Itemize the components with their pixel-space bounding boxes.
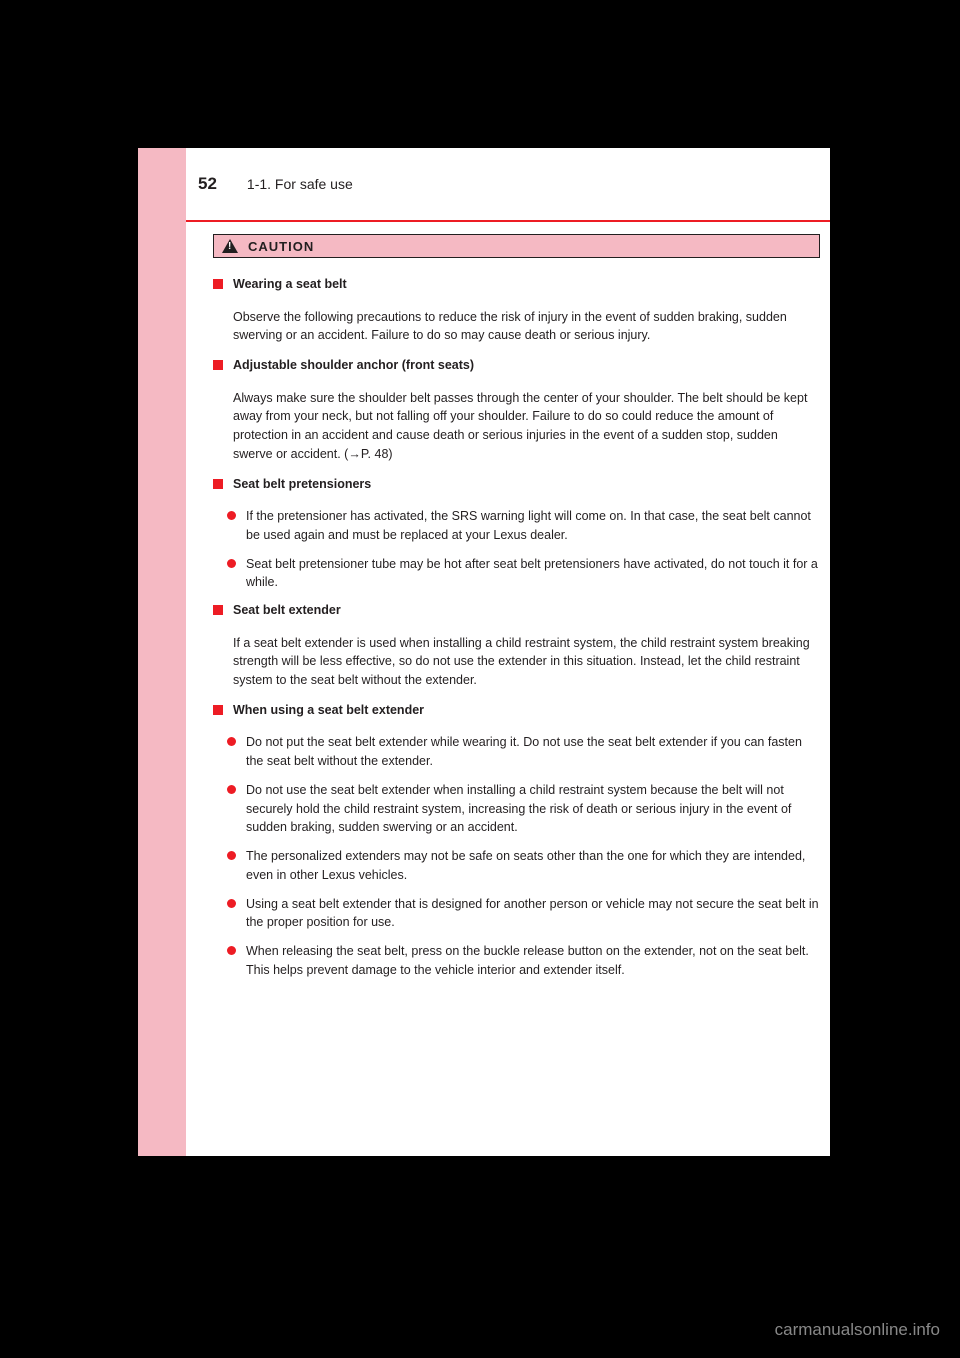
section-body: If a seat belt extender is used when ins… <box>233 634 820 690</box>
bullet-marker-icon <box>227 899 236 908</box>
watermark: carmanualsonline.info <box>775 1320 940 1340</box>
bullet-item: Do not put the seat belt extender while … <box>213 733 820 771</box>
bullet-text: Seat belt pretensioner tube may be hot a… <box>246 555 820 593</box>
section-heading: Seat belt pretensioners <box>213 476 820 494</box>
page-number: 52 <box>198 174 217 194</box>
section-marker-icon <box>213 279 223 289</box>
bullet-marker-icon <box>227 946 236 955</box>
section-heading: Wearing a seat belt <box>213 276 820 294</box>
section-heading: Seat belt extender <box>213 602 820 620</box>
breadcrumb: 1-1. For safe use <box>247 176 353 192</box>
section-marker-icon <box>213 360 223 370</box>
bullet-item: Seat belt pretensioner tube may be hot a… <box>213 555 820 593</box>
bullet-marker-icon <box>227 737 236 746</box>
bullet-text: Do not put the seat belt extender while … <box>246 733 820 771</box>
bullet-text: The personalized extenders may not be sa… <box>246 847 820 885</box>
bullet-item: Do not use the seat belt extender when i… <box>213 781 820 837</box>
section-title: Wearing a seat belt <box>233 276 347 294</box>
section-marker-icon <box>213 605 223 615</box>
warning-triangle-icon <box>222 239 238 253</box>
caution-label: CAUTION <box>248 239 314 254</box>
bullet-marker-icon <box>227 559 236 568</box>
section-heading: Adjustable shoulder anchor (front seats) <box>213 357 820 375</box>
bullet-item: The personalized extenders may not be sa… <box>213 847 820 885</box>
bullet-marker-icon <box>227 851 236 860</box>
section-title: Seat belt extender <box>233 602 341 620</box>
section-marker-icon <box>213 705 223 715</box>
content-area: CAUTION Wearing a seat belt Observe the … <box>138 222 830 980</box>
bullet-text: Using a seat belt extender that is desig… <box>246 895 820 933</box>
bullet-text: When releasing the seat belt, press on t… <box>246 942 820 980</box>
bullet-item: If the pretensioner has activated, the S… <box>213 507 820 545</box>
section-body: Always make sure the shoulder belt passe… <box>233 389 820 464</box>
section-body: Observe the following precautions to red… <box>233 308 820 346</box>
bullet-item: When releasing the seat belt, press on t… <box>213 942 820 980</box>
bullet-marker-icon <box>227 785 236 794</box>
bullet-text: Do not use the seat belt extender when i… <box>246 781 820 837</box>
page-header: 52 1-1. For safe use <box>138 148 830 220</box>
caution-box: CAUTION <box>213 234 820 258</box>
section-heading: When using a seat belt extender <box>213 702 820 720</box>
page-container: 52 1-1. For safe use CAUTION Wearing a s… <box>138 148 830 990</box>
bullet-item: Using a seat belt extender that is desig… <box>213 895 820 933</box>
section-title: Seat belt pretensioners <box>233 476 371 494</box>
section-title: When using a seat belt extender <box>233 702 424 720</box>
section-marker-icon <box>213 479 223 489</box>
bullet-marker-icon <box>227 511 236 520</box>
bullet-text: If the pretensioner has activated, the S… <box>246 507 820 545</box>
section-title: Adjustable shoulder anchor (front seats) <box>233 357 474 375</box>
